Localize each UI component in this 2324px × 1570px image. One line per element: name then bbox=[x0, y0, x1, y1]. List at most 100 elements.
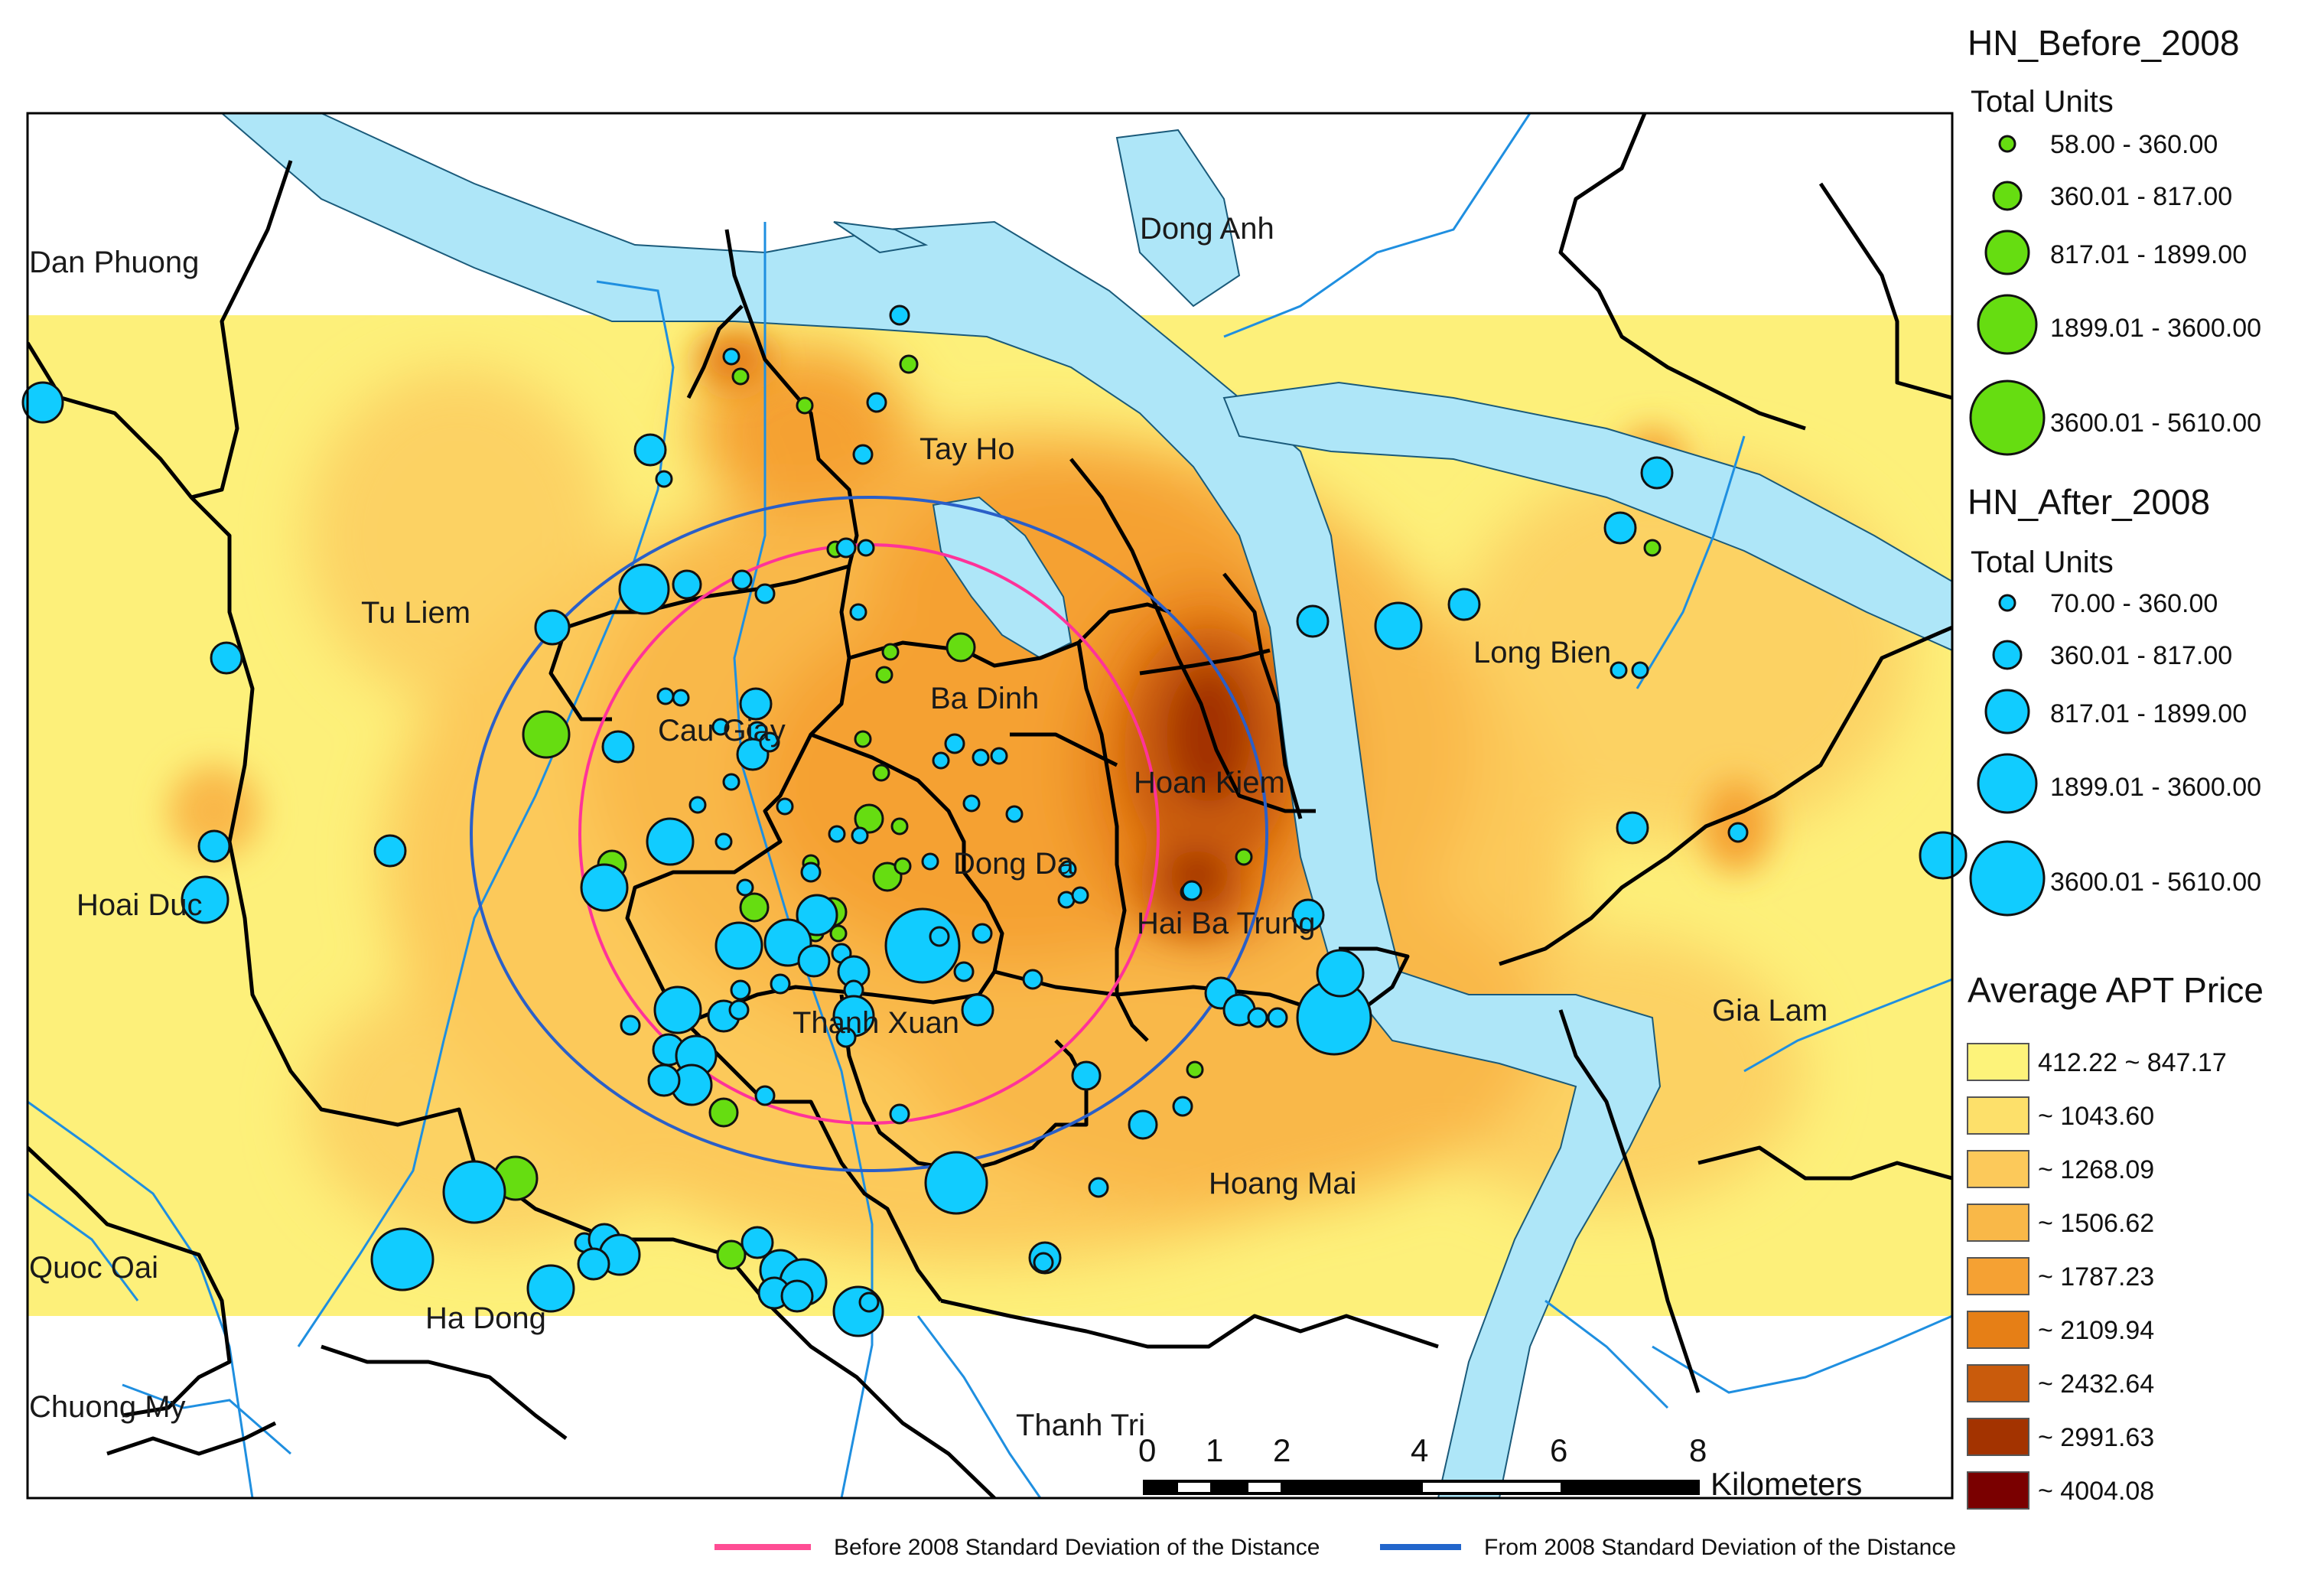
after-point bbox=[740, 1226, 774, 1259]
after-point bbox=[944, 733, 965, 754]
legend-after-symbol bbox=[1969, 840, 2046, 917]
after-point bbox=[655, 470, 673, 488]
after-point bbox=[857, 539, 875, 557]
legend-before-title: HN_Before_2008 bbox=[1968, 23, 2239, 63]
scale-tick-label: 6 bbox=[1550, 1432, 1567, 1468]
after-point bbox=[780, 1279, 814, 1313]
after-point bbox=[526, 1264, 575, 1313]
after-point bbox=[1128, 1109, 1158, 1140]
after-point bbox=[852, 444, 874, 465]
legend-after-range: 70.00 - 360.00 bbox=[2050, 589, 2218, 618]
after-point bbox=[889, 1103, 910, 1125]
after-point bbox=[1022, 969, 1043, 990]
before-point bbox=[1186, 1060, 1204, 1079]
legend-after-range: 817.01 - 1899.00 bbox=[2050, 699, 2247, 728]
after-point bbox=[1033, 1252, 1054, 1273]
label-tu-liem: Tu Liem bbox=[361, 596, 470, 630]
legend-before-subtitle: Total Units bbox=[1971, 85, 2114, 119]
before-2008-std-label: Before 2008 Standard Deviation of the Di… bbox=[834, 1535, 1320, 1560]
after-point bbox=[884, 907, 961, 984]
after-point bbox=[728, 999, 750, 1021]
before-point bbox=[522, 710, 571, 759]
after-point bbox=[797, 944, 831, 978]
after-point bbox=[722, 773, 740, 791]
price-swatch bbox=[1967, 1418, 2029, 1456]
after-point bbox=[1247, 1007, 1268, 1028]
after-point bbox=[730, 979, 751, 1001]
after-point bbox=[577, 1247, 610, 1281]
legend-before-2008: HN_Before_2008 Total Units 58.00 - 360.0… bbox=[1968, 23, 2261, 456]
legend-price-swatches bbox=[1967, 1043, 2029, 1510]
legend-after-range: 1899.01 - 3600.00 bbox=[2050, 773, 2261, 802]
price-class-label: ~ 1043.60 bbox=[2038, 1102, 2154, 1131]
price-class-label: ~ 1268.09 bbox=[2038, 1155, 2154, 1184]
after-point bbox=[633, 433, 667, 467]
before-point bbox=[854, 803, 884, 834]
label-tay-ho: Tay Ho bbox=[920, 432, 1015, 466]
after-point bbox=[972, 748, 990, 767]
before-point bbox=[739, 892, 770, 923]
after-point bbox=[1374, 601, 1423, 650]
after-point bbox=[731, 569, 753, 591]
before-point bbox=[890, 817, 909, 835]
price-swatch bbox=[1967, 1150, 2029, 1188]
scale-tick-label: 1 bbox=[1206, 1432, 1223, 1468]
legend-after-symbol bbox=[1984, 689, 2030, 735]
before-point bbox=[708, 1097, 739, 1128]
scale-bar-gap bbox=[1423, 1483, 1561, 1492]
scale-tick-label: 2 bbox=[1273, 1432, 1291, 1468]
after-point bbox=[711, 718, 730, 736]
after-point bbox=[1727, 822, 1749, 843]
before-2008-points bbox=[493, 354, 1662, 1270]
after-point bbox=[1296, 604, 1330, 638]
after-point bbox=[1267, 1007, 1288, 1028]
price-class-label: ~ 4004.08 bbox=[2038, 1477, 2154, 1506]
label-gia-lam: Gia Lam bbox=[1712, 994, 1828, 1028]
legend-before-symbol bbox=[1998, 135, 2016, 153]
after-point bbox=[1071, 886, 1089, 904]
after-point bbox=[653, 985, 702, 1034]
label-hoang-mai: Hoang Mai bbox=[1209, 1167, 1356, 1200]
after-2008-std-circle bbox=[470, 496, 1268, 1172]
legend-before-symbols bbox=[1969, 135, 2046, 456]
legend-after-symbol bbox=[1977, 753, 2038, 814]
price-class-label: ~ 2109.94 bbox=[2038, 1316, 2154, 1345]
price-swatch bbox=[1967, 1257, 2029, 1295]
before-point bbox=[829, 924, 848, 943]
after-point bbox=[866, 392, 887, 413]
after-point bbox=[722, 347, 740, 366]
legend-after-range: 3600.01 - 5610.00 bbox=[2050, 868, 2261, 897]
price-class-label: ~ 2991.63 bbox=[2038, 1423, 2154, 1452]
legend-before-symbol bbox=[1992, 181, 2023, 211]
price-swatch bbox=[1967, 1043, 2029, 1081]
river bbox=[220, 113, 1952, 1498]
legend-before-range: 1899.01 - 3600.00 bbox=[2050, 314, 2261, 343]
after-point bbox=[796, 894, 838, 936]
after-point bbox=[736, 878, 754, 897]
after-point bbox=[849, 603, 867, 621]
before-point bbox=[893, 857, 912, 875]
legend-before-symbol bbox=[1969, 379, 2046, 456]
label-ba-dinh: Ba Dinh bbox=[930, 682, 1039, 715]
before-point bbox=[1643, 539, 1662, 557]
after-point bbox=[21, 381, 64, 424]
after-point bbox=[1088, 1177, 1109, 1198]
after-point bbox=[858, 1292, 880, 1313]
after-point bbox=[1610, 661, 1628, 679]
legend-after-symbol bbox=[1992, 640, 2023, 670]
after-point bbox=[672, 569, 702, 600]
legend-before-range: 817.01 - 1899.00 bbox=[2050, 240, 2247, 269]
map-frame bbox=[26, 112, 1954, 1500]
price-class-label: ~ 1787.23 bbox=[2038, 1262, 2154, 1292]
after-point bbox=[972, 923, 993, 944]
after-point bbox=[688, 796, 707, 814]
before-point bbox=[1235, 848, 1253, 866]
label-cau-giay: Cau Giay bbox=[658, 714, 786, 748]
after-point bbox=[672, 689, 690, 707]
scale-bar-gap bbox=[1248, 1483, 1281, 1492]
legend-before-range: 360.01 - 817.00 bbox=[2050, 182, 2232, 211]
after-point bbox=[580, 863, 629, 912]
after-point bbox=[714, 921, 763, 970]
after-point bbox=[1603, 511, 1637, 545]
